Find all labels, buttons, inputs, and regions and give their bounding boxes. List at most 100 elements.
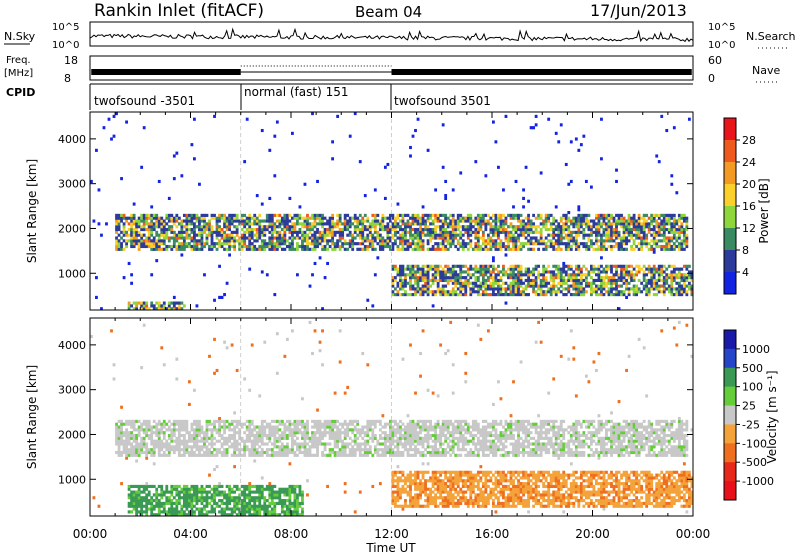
nave-label: Nave bbox=[752, 64, 780, 77]
data-cell bbox=[127, 433, 131, 438]
data-cell bbox=[499, 216, 503, 220]
data-cell bbox=[597, 230, 601, 234]
data-cell bbox=[130, 442, 134, 446]
data-cell bbox=[293, 442, 297, 446]
data-cell bbox=[595, 236, 598, 240]
data-cell bbox=[331, 219, 335, 223]
data-cell bbox=[554, 247, 558, 251]
data-cell bbox=[140, 233, 144, 237]
data-cell bbox=[205, 239, 209, 243]
data-cell bbox=[180, 225, 184, 229]
data-cell bbox=[200, 213, 204, 217]
data-cell bbox=[291, 431, 294, 435]
data-cell bbox=[655, 154, 659, 158]
data-cell bbox=[378, 244, 382, 249]
data-cell bbox=[622, 270, 626, 274]
data-cell bbox=[278, 513, 282, 517]
data-cell bbox=[474, 233, 478, 237]
data-cell bbox=[670, 227, 674, 232]
data-cell bbox=[245, 219, 249, 223]
data-cell bbox=[223, 233, 226, 237]
data-cell bbox=[685, 284, 689, 288]
data-cell bbox=[268, 230, 272, 234]
data-cell bbox=[208, 448, 211, 452]
data-cell bbox=[582, 134, 586, 138]
data-cell bbox=[647, 270, 651, 274]
data-cell bbox=[160, 501, 164, 505]
data-cell bbox=[243, 484, 247, 489]
data-cell bbox=[311, 112, 314, 116]
data-cell bbox=[617, 290, 621, 294]
data-cell bbox=[474, 276, 478, 280]
data-cell bbox=[313, 439, 317, 443]
data-cell bbox=[122, 213, 126, 217]
data-cell bbox=[225, 513, 229, 517]
data-cell bbox=[162, 230, 166, 234]
data-cell bbox=[386, 233, 390, 237]
data-cell bbox=[386, 242, 390, 246]
data-cell bbox=[147, 428, 151, 432]
data-cell bbox=[373, 216, 377, 220]
data-cell bbox=[218, 295, 221, 299]
colorbar-tick-label: 12 bbox=[742, 222, 756, 235]
data-cell bbox=[205, 496, 209, 500]
data-cell bbox=[218, 493, 221, 497]
data-cell bbox=[311, 431, 314, 435]
data-cell bbox=[635, 284, 639, 288]
data-cell bbox=[484, 284, 488, 288]
data-cell bbox=[562, 287, 566, 291]
colorbar-tick-label: 20 bbox=[742, 178, 756, 191]
data-cell bbox=[517, 213, 520, 217]
data-cell bbox=[552, 287, 556, 291]
data-cell bbox=[655, 230, 659, 234]
data-cell bbox=[569, 239, 573, 243]
data-cell bbox=[275, 501, 279, 505]
data-cell bbox=[612, 287, 616, 291]
data-cell bbox=[162, 236, 166, 240]
data-cell bbox=[147, 239, 151, 243]
data-cell bbox=[454, 270, 458, 274]
data-cell bbox=[602, 278, 606, 283]
data-cell bbox=[449, 276, 453, 280]
data-cell bbox=[486, 242, 490, 246]
data-cell bbox=[291, 230, 294, 234]
data-cell bbox=[326, 422, 329, 426]
data-cell bbox=[115, 239, 118, 243]
data-cell bbox=[336, 431, 340, 435]
data-cell bbox=[419, 270, 422, 274]
data-cell bbox=[431, 264, 435, 268]
data-cell bbox=[436, 278, 440, 283]
nsearch-tick-top: 10^5 bbox=[708, 22, 735, 33]
data-cell bbox=[321, 431, 324, 435]
data-cell bbox=[142, 450, 146, 455]
data-cell bbox=[449, 213, 453, 217]
data-cell bbox=[160, 439, 164, 443]
data-cell bbox=[456, 264, 460, 268]
data-cell bbox=[172, 154, 176, 158]
data-cell bbox=[451, 219, 455, 223]
data-cell bbox=[582, 233, 586, 237]
data-cell bbox=[135, 453, 139, 457]
data-cell bbox=[130, 273, 134, 277]
data-cell bbox=[672, 270, 676, 274]
data-cell bbox=[622, 273, 626, 277]
data-cell bbox=[464, 278, 468, 283]
data-cell bbox=[512, 225, 515, 229]
data-cell bbox=[670, 276, 674, 280]
data-cell bbox=[587, 281, 591, 285]
data-cell bbox=[456, 247, 460, 251]
data-cell bbox=[396, 281, 400, 285]
data-cell bbox=[587, 236, 591, 240]
data-cell bbox=[210, 436, 214, 440]
data-cell bbox=[343, 433, 347, 438]
data-cell bbox=[293, 247, 297, 251]
data-cell bbox=[316, 408, 319, 412]
data-cell bbox=[268, 216, 272, 220]
data-cell bbox=[127, 422, 131, 426]
cpid-label: CPID bbox=[6, 86, 35, 99]
data-cell bbox=[303, 244, 307, 249]
data-cell bbox=[283, 230, 287, 234]
data-cell bbox=[494, 267, 498, 271]
data-cell bbox=[120, 433, 123, 438]
data-cell bbox=[215, 368, 219, 373]
